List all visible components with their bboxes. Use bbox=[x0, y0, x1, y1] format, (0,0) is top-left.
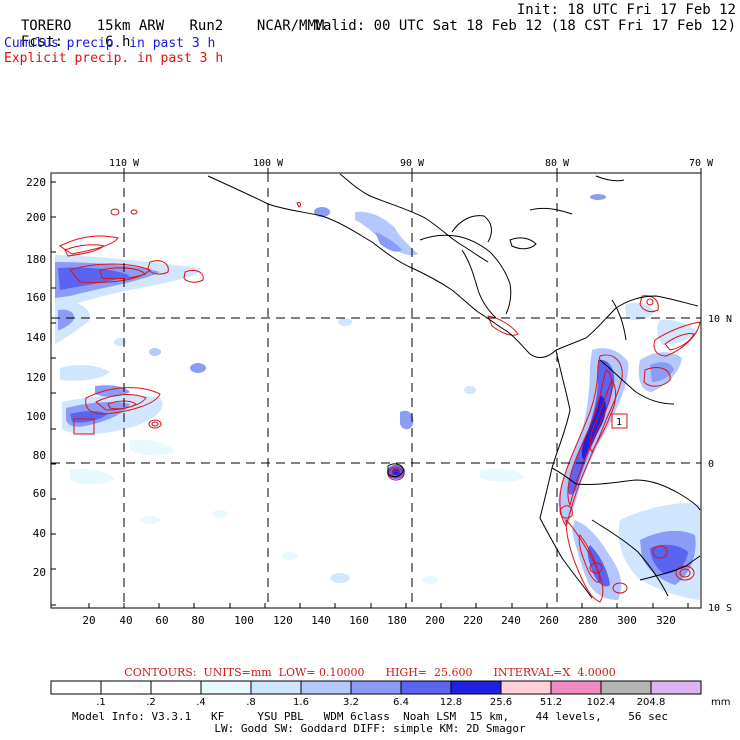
y-tick-label: 160 bbox=[26, 291, 46, 304]
x-tick-label: 280 bbox=[578, 614, 598, 627]
contour-info: CONTOURS: UNITS=mm LOW= 0.10000 HIGH= 25… bbox=[124, 666, 616, 679]
y-tick-label: 60 bbox=[33, 487, 46, 500]
forecast-hour: Fcst: 6 h bbox=[4, 18, 131, 50]
graticule bbox=[51, 173, 701, 608]
x-tick-label: 60 bbox=[155, 614, 168, 627]
colorbar-swatch bbox=[150, 680, 202, 695]
colorbar-level-label: 3.2 bbox=[343, 697, 359, 708]
colorbar-swatch bbox=[250, 680, 302, 695]
y-tick-label: 180 bbox=[26, 253, 46, 266]
x-tick-label: 180 bbox=[387, 614, 407, 627]
x-tick-label: 260 bbox=[539, 614, 559, 627]
explicit-field-label: Explicit precip. in past 3 h bbox=[4, 51, 224, 66]
center-label: NCAR/MMM bbox=[256, 18, 325, 34]
y-tick-label: 120 bbox=[26, 371, 46, 384]
colorbar: .1 .2 .4 .8 1.6 3.2 6.4 12.8 25.6 51.2 102.4 204.8 m… bbox=[50, 680, 730, 708]
colorbar-level-label: 6.4 bbox=[393, 697, 409, 708]
x-tick-label: 40 bbox=[119, 614, 132, 627]
resolution-label: 15km ARW bbox=[96, 18, 165, 34]
latitude-labels: 10 N 0 10 S bbox=[708, 314, 732, 614]
west-marker-box bbox=[73, 418, 95, 435]
colorbar-swatch bbox=[50, 680, 102, 695]
colorbar-level-label: 51.2 bbox=[540, 697, 562, 708]
colorbar-swatch bbox=[550, 680, 602, 695]
x-axis-labels: 20 40 60 80 100 120 140 160 180 200 220 … bbox=[82, 614, 676, 627]
lon-label: 70 W bbox=[689, 158, 714, 169]
lat-label: 10 N bbox=[708, 314, 732, 325]
x-tick-label: 20 bbox=[82, 614, 95, 627]
x-tick-label: 200 bbox=[425, 614, 445, 627]
colorbar-level-label: .4 bbox=[196, 697, 206, 708]
colorbar-level-label: 204.8 bbox=[637, 697, 666, 708]
colorbar-swatch bbox=[600, 680, 652, 695]
model-name: TORERO bbox=[20, 18, 72, 34]
y-tick-label: 140 bbox=[26, 331, 46, 344]
colorbar-swatch bbox=[400, 680, 452, 695]
fcst-label: Fcst: bbox=[20, 34, 64, 50]
y-tick-label: 200 bbox=[26, 211, 46, 224]
colorbar-level-label: 1.6 bbox=[293, 697, 309, 708]
cumulus-field-label: Cumulus precip. in past 3 h bbox=[4, 36, 216, 51]
colorbar-swatch bbox=[350, 680, 402, 695]
y-tick-label: 20 bbox=[33, 566, 46, 579]
colorbar-level-label: .8 bbox=[246, 697, 256, 708]
x-tick-label: 300 bbox=[617, 614, 637, 627]
y-tick-label: 40 bbox=[33, 527, 46, 540]
lon-label: 100 W bbox=[253, 158, 284, 169]
y-axis-labels: 220 200 180 160 140 120 100 80 60 40 20 bbox=[26, 176, 46, 579]
colorbar-level-label: .1 bbox=[96, 697, 106, 708]
lat-label: 10 S bbox=[708, 603, 732, 614]
valid-time: Valid: 00 UTC Sat 18 Feb 12 (18 CST Fri … bbox=[314, 18, 736, 34]
x-tick-label: 80 bbox=[191, 614, 204, 627]
map-content: 1 bbox=[51, 173, 701, 608]
x-tick-label: 160 bbox=[349, 614, 369, 627]
colorbar-swatch bbox=[300, 680, 352, 695]
x-tick-label: 100 bbox=[234, 614, 254, 627]
colorbar-level-label: .2 bbox=[146, 697, 156, 708]
lon-label: 110 W bbox=[109, 158, 140, 169]
run-label: Run2 bbox=[189, 18, 224, 34]
coastlines bbox=[207, 173, 701, 599]
axis-ticks bbox=[51, 168, 702, 608]
y-tick-label: 100 bbox=[26, 410, 46, 423]
y-tick-label: 220 bbox=[26, 176, 46, 189]
x-tick-label: 140 bbox=[311, 614, 331, 627]
x-tick-label: 120 bbox=[273, 614, 293, 627]
colorbar-level-label: 25.6 bbox=[490, 697, 512, 708]
colorbar-level-label: 102.4 bbox=[587, 697, 616, 708]
model-title: TORERO 15km ARW Run2 NCAR/MMM bbox=[4, 2, 324, 34]
location-marker-box: 1 bbox=[73, 413, 628, 435]
longitude-labels: 110 W 100 W 90 W 80 W 70 W bbox=[109, 158, 714, 169]
colorbar-swatch bbox=[200, 680, 252, 695]
y-tick-label: 80 bbox=[33, 449, 46, 462]
fcst-value: 6 h bbox=[105, 34, 131, 50]
lon-label: 80 W bbox=[545, 158, 570, 169]
colorbar-level-label: 12.8 bbox=[440, 697, 462, 708]
lon-label: 90 W bbox=[400, 158, 425, 169]
colorbar-swatch bbox=[450, 680, 502, 695]
marker-label: 1 bbox=[616, 417, 622, 428]
x-tick-label: 220 bbox=[463, 614, 483, 627]
x-tick-label: 240 bbox=[501, 614, 521, 627]
cumulus-precip-shading bbox=[55, 194, 700, 600]
colorbar-swatch bbox=[650, 680, 702, 695]
init-time: Init: 18 UTC Fri 17 Feb 12 bbox=[516, 2, 736, 18]
explicit-precip-contours bbox=[59, 202, 701, 603]
colorbar-unit: mm bbox=[711, 697, 730, 708]
model-info-line2: LW: Godd SW: Goddard DIFF: simple KM: 2D… bbox=[214, 722, 526, 735]
colorbar-swatch bbox=[100, 680, 152, 695]
lat-label: 0 bbox=[708, 459, 714, 470]
model-info-line1: Model Info: V3.3.1 KF YSU PBL WDM 6class… bbox=[71, 710, 669, 723]
colorbar-swatch bbox=[500, 680, 552, 695]
x-tick-label: 320 bbox=[656, 614, 676, 627]
